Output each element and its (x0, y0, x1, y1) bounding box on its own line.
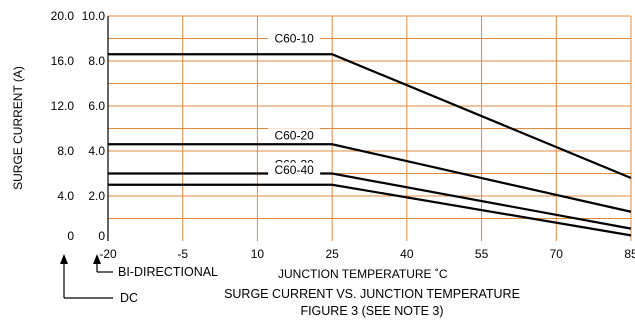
y-tick-label-bidirectional: 0 (98, 229, 105, 243)
caption-title: SURGE CURRENT VS. JUNCTION TEMPERATURE (224, 287, 520, 301)
y-tick-label-bidirectional: 10.0 (82, 9, 106, 23)
chart-series (108, 53, 632, 237)
series-label-c60-10: C60-10 (274, 31, 314, 45)
y-tick-label-dc: 16.0 (51, 54, 75, 68)
legend-dc-label: DC (120, 291, 138, 305)
y-tick-label-bidirectional: 6.0 (88, 99, 105, 113)
dc-pointer-arrow (60, 254, 68, 264)
series-label-c60-40: C60-40 (274, 163, 314, 177)
x-tick-label: -5 (177, 247, 188, 261)
legend-bidirectional-label: BI-DIRECTIONAL (118, 265, 218, 279)
x-tick-label: 10 (251, 247, 265, 261)
x-tick-label: 25 (325, 247, 339, 261)
bidirectional-pointer-arrow (93, 254, 101, 264)
x-tick-label: 85 (624, 247, 635, 261)
series-label-background (268, 128, 321, 143)
x-tick-label: 40 (400, 247, 414, 261)
chart-labels: 0 0 4.0 2.0 8.0 4.0 12.0 6.0 16.0 8.0 20.0 10.0 -20 -… (51, 9, 635, 261)
series-line-c60-30 (108, 172, 632, 230)
y-tick-label-bidirectional: 8.0 (88, 54, 105, 68)
y-tick-label-bidirectional: 2.0 (88, 189, 105, 203)
series-line-c60-20 (108, 143, 632, 213)
y-axis-title: SURGE CURRENT (A) (11, 66, 25, 190)
x-axis-title: JUNCTION TEMPERATURE ˚C (278, 267, 448, 281)
y-tick-label-dc: 4.0 (57, 189, 74, 203)
legend-pointers (60, 254, 113, 299)
series-label-background (268, 162, 321, 177)
series-label-c60-20: C60-20 (274, 128, 314, 142)
series-label-background (268, 31, 321, 46)
y-tick-label-dc: 12.0 (51, 99, 75, 113)
y-tick-label-dc: 20.0 (51, 9, 75, 23)
chart-grid (108, 15, 632, 241)
y-tick-label-dc: 8.0 (57, 144, 74, 158)
x-tick-label: -20 (99, 247, 117, 261)
x-tick-label: 70 (550, 247, 564, 261)
y-tick-label-dc: 0 (67, 229, 74, 243)
caption-figure: FIGURE 3 (SEE NOTE 3) (300, 304, 443, 318)
series-line-c60-10 (108, 53, 632, 180)
y-tick-label-bidirectional: 4.0 (88, 144, 105, 158)
series-line-c60-40 (108, 183, 632, 237)
x-tick-label: 55 (475, 247, 489, 261)
